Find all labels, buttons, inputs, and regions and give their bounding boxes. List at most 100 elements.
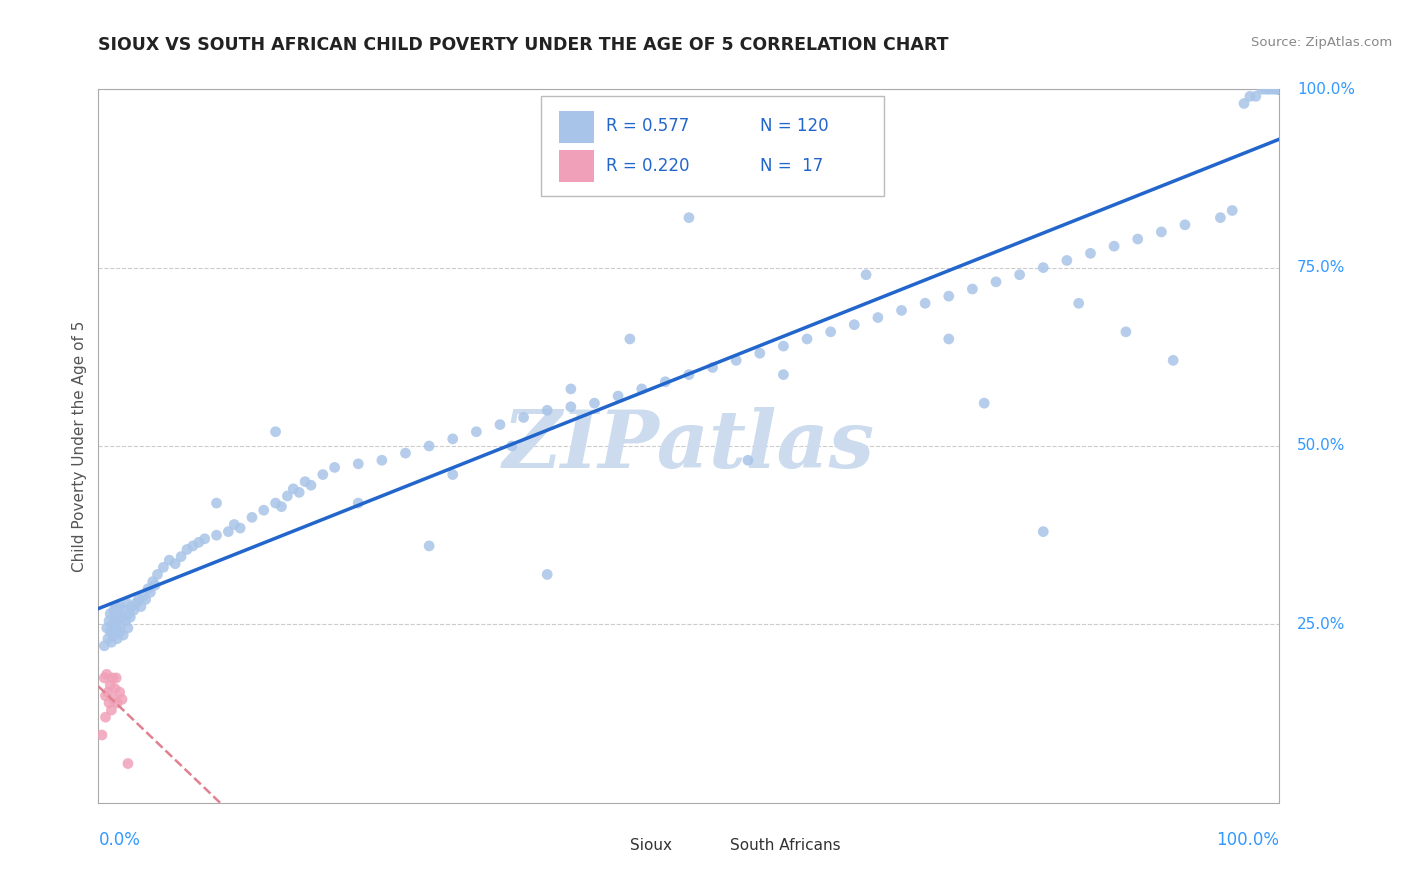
Point [1220,203,1243,218]
Point [105,621,128,635]
Point [1268,82,1291,96]
Point [1056,253,1078,268]
Text: South Africans: South Africans [730,838,841,853]
Point [143,578,166,592]
Point [748,346,770,360]
Point [1161,353,1184,368]
Point [120,610,142,624]
Point [270,500,292,514]
Point [371,453,394,467]
Text: 25.0%: 25.0% [1298,617,1346,632]
Point [170,549,193,564]
Point [128,592,150,607]
Point [98,624,121,639]
Point [1254,82,1277,96]
Point [217,524,239,539]
Point [796,332,818,346]
Text: R = 0.220: R = 0.220 [606,157,690,175]
Point [264,496,287,510]
Point [276,489,298,503]
Point [1268,82,1291,96]
Point [112,603,135,617]
Point [441,432,464,446]
Point [1174,218,1197,232]
Point [104,681,127,696]
Point [1268,82,1291,96]
Point [98,607,121,621]
Point [725,353,748,368]
Text: 100.0%: 100.0% [1298,82,1355,96]
Point [114,614,136,628]
Text: Sioux: Sioux [630,838,672,853]
Point [299,478,322,492]
Point [165,557,187,571]
Point [135,592,157,607]
Text: 0.0%: 0.0% [98,831,141,849]
Point [129,599,152,614]
Point [111,610,134,624]
Text: SIOUX VS SOUTH AFRICAN CHILD POVERTY UNDER THE AGE OF 5 CORRELATION CHART: SIOUX VS SOUTH AFRICAN CHILD POVERTY UND… [98,36,949,54]
Point [1233,96,1256,111]
Y-axis label: Child Poverty Under the Age of 5: Child Poverty Under the Age of 5 [72,320,87,572]
Point [105,614,128,628]
Point [94,689,117,703]
Point [136,582,159,596]
Point [194,532,217,546]
Point [288,485,311,500]
Point [1150,225,1173,239]
Point [1239,89,1261,103]
Point [1250,82,1272,96]
Point [536,403,558,417]
Point [489,417,512,432]
Point [312,467,335,482]
Point [108,624,131,639]
Point [866,182,889,196]
Point [737,453,759,467]
Point [1244,89,1267,103]
Point [441,467,464,482]
Point [938,332,960,346]
Bar [560,111,595,143]
Point [1257,82,1279,96]
Point [323,460,346,475]
Point [1268,82,1291,96]
Point [98,614,121,628]
Point [132,589,155,603]
Point [702,360,724,375]
Point [678,368,700,382]
Point [100,703,122,717]
Point [1267,82,1289,96]
Point [96,667,118,681]
Point [1267,82,1289,96]
Point [465,425,488,439]
Point [1080,246,1102,260]
Point [1268,82,1291,96]
Point [125,596,148,610]
Point [253,503,276,517]
Point [914,296,936,310]
Point [152,560,174,574]
Point [820,325,842,339]
Point [501,439,523,453]
Point [1032,260,1054,275]
Point [240,510,263,524]
Point [1268,82,1291,96]
Point [654,375,676,389]
Point [142,574,165,589]
Point [112,628,135,642]
Point [583,396,606,410]
Point [630,382,652,396]
Point [101,617,124,632]
Point [229,521,252,535]
Text: 75.0%: 75.0% [1298,260,1346,275]
Point [855,268,877,282]
Point [536,567,558,582]
Point [107,607,129,621]
Text: N =  17: N = 17 [759,157,823,175]
Point [187,535,209,549]
Point [94,710,117,724]
Point [224,517,246,532]
Point [678,211,700,225]
Point [176,542,198,557]
Bar [695,835,721,856]
